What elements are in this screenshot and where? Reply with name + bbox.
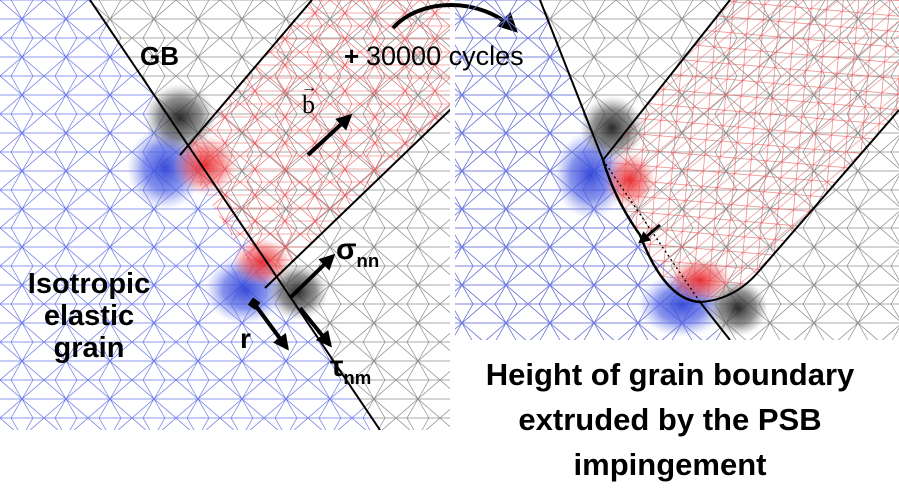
extrusion-caption-line3: impingement [573, 447, 767, 482]
sigma-nn-label: σnn [336, 233, 379, 271]
gb-label: GB [140, 41, 179, 71]
extrusion-caption-line1: Height of grain boundary [485, 357, 855, 392]
left-psb-upper-line [179, 0, 313, 156]
left-grain-boundary-line [89, 0, 381, 430]
r-label: r [240, 323, 251, 354]
sigma-nn-arrow [288, 253, 336, 300]
grain-label-line2: elastic [43, 300, 135, 332]
left-psb-lower-line [264, 108, 450, 289]
tau-nm-arrow [298, 306, 333, 348]
tau-nm-label: τnm [330, 350, 371, 388]
right-grain-boundary-lower-line [699, 301, 731, 340]
extrusion-caption: Height of grain boundary extruded by the… [440, 352, 899, 487]
b-vector-letter: b [302, 90, 315, 119]
grain-label-line1: Isotropic [27, 268, 151, 300]
sigma-symbol: σ [336, 233, 357, 266]
right-psb-upper-line [602, 0, 731, 161]
left-panel [0, 0, 450, 430]
left-red-dense-zone-top [173, 135, 237, 195]
tau-subscript: nm [343, 367, 372, 389]
right-panel [455, 0, 899, 340]
right-red-dense-zone-top [604, 152, 656, 208]
left-red-dense-zone-bottom [232, 238, 292, 286]
right-red-dense-zone-bottom [668, 258, 732, 302]
r-origin-marker [247, 297, 261, 310]
grain-label-line3: grain [53, 332, 125, 364]
tau-symbol: τ [330, 350, 344, 383]
right-psb-band-mesh [603, 0, 899, 302]
left-blue-grain-mesh [0, 0, 380, 430]
cycles-label: 30000 cycles [366, 41, 524, 71]
extrusion-caption-line2: extruded by the PSB [518, 402, 822, 437]
left-psb-band-mesh [180, 0, 450, 288]
b-vector-label: → b [301, 80, 317, 119]
extrusion-height-arrow [638, 223, 661, 244]
burgers-vector-arrow [306, 113, 353, 157]
right-grain-boundary-upper-line [539, 0, 604, 161]
r-distance-arrow [254, 304, 289, 351]
b-vector-arrow-glyph: → [301, 79, 317, 96]
grain-label: Isotropic elastic grain [4, 268, 174, 364]
plus-sign: + [344, 41, 360, 71]
sigma-subscript: nn [356, 250, 380, 272]
right-psb-lower-line [699, 109, 899, 303]
